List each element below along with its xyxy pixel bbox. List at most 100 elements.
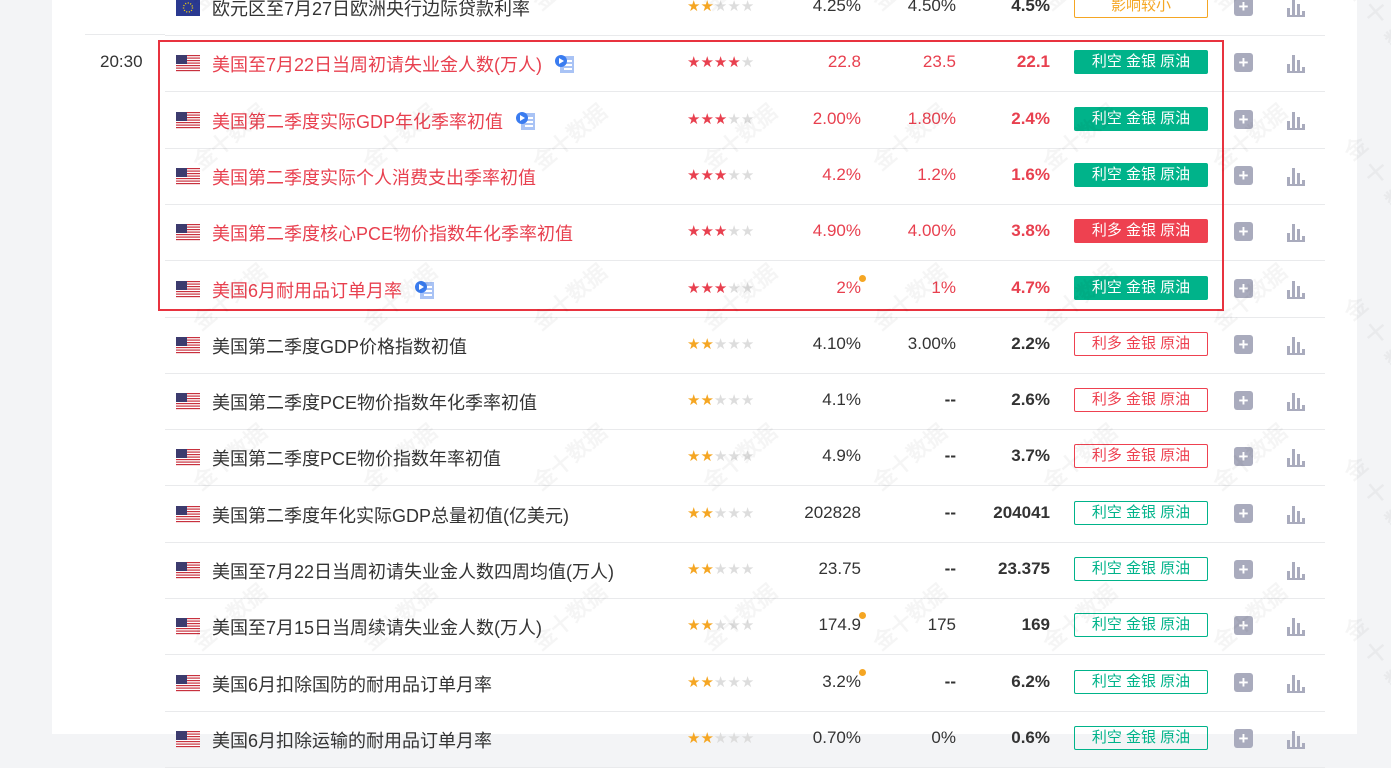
- event-row[interactable]: 美国第二季度年化实际GDP总量初值(亿美元) ★★★★★ 202828 -- 2…: [165, 486, 1325, 543]
- chart-icon[interactable]: [1287, 504, 1305, 524]
- event-name-text: 美国第二季度实际GDP年化季率初值: [212, 111, 504, 132]
- star-icon: ★: [740, 673, 755, 691]
- chart-icon[interactable]: [1287, 279, 1305, 299]
- forecast-value: 4.00%: [907, 221, 956, 241]
- event-row[interactable]: 美国第二季度GDP价格指数初值 ★★★★★ 4.10% 3.00% 2.2% 利…: [165, 317, 1325, 374]
- video-doc-icon[interactable]: [414, 280, 436, 300]
- event-row[interactable]: 美国6月扣除运输的耐用品订单月率 ★★★★★ 0.70% 0% 0.6% 利空 …: [165, 711, 1325, 768]
- event-name[interactable]: 美国第二季度GDP价格指数初值: [212, 333, 467, 359]
- star-icon: ★: [713, 504, 728, 522]
- event-name[interactable]: 美国第二季度核心PCE物价指数年化季率初值: [212, 220, 573, 246]
- chart-icon[interactable]: [1287, 166, 1305, 186]
- us-flag-icon: [176, 393, 200, 411]
- add-icon[interactable]: +: [1234, 560, 1253, 579]
- event-name[interactable]: 美国第二季度PCE物价指数年率初值: [212, 445, 501, 471]
- add-icon[interactable]: +: [1234, 672, 1253, 692]
- event-row[interactable]: 美国至7月22日当周初请失业金人数四周均值(万人) ★★★★★ 23.75 --…: [165, 542, 1325, 599]
- revision-dot: [859, 668, 866, 676]
- actual-value: 1.6%: [1011, 164, 1050, 184]
- forecast-value: 1%: [931, 277, 956, 297]
- importance-stars: ★★★★★: [687, 53, 754, 71]
- chart-icon[interactable]: [1287, 729, 1305, 749]
- actual-value: 204041: [993, 502, 1050, 522]
- star-icon: ★: [740, 223, 755, 241]
- star-icon: ★: [740, 448, 755, 466]
- event-name[interactable]: 美国至7月22日当周初请失业金人数四周均值(万人): [212, 558, 614, 584]
- chart-icon[interactable]: [1287, 673, 1305, 693]
- star-icon: ★: [713, 335, 728, 353]
- event-name-text: 美国至7月22日当周初请失业金人数(万人): [212, 55, 543, 76]
- star-icon: ★: [727, 617, 741, 635]
- star-icon: ★: [727, 448, 741, 466]
- video-doc-icon[interactable]: [515, 111, 537, 131]
- chart-icon[interactable]: [1287, 447, 1305, 468]
- chart-icon[interactable]: [1287, 222, 1305, 243]
- event-row[interactable]: 美国第二季度PCE物价指数年率初值 ★★★★★ 4.9% -- 3.7% 利多 …: [165, 429, 1325, 487]
- add-icon[interactable]: +: [1234, 222, 1253, 242]
- star-icon: ★: [687, 166, 701, 184]
- impact-badge: 利空 金银 原油: [1074, 557, 1208, 581]
- chart-icon[interactable]: [1287, 391, 1305, 412]
- actual-value: 2.4%: [1011, 108, 1050, 128]
- star-icon: ★: [727, 673, 741, 691]
- chart-icon[interactable]: [1287, 0, 1305, 17]
- event-name[interactable]: 美国至7月22日当周初请失业金人数(万人): [212, 51, 576, 77]
- event-row[interactable]: 美国至7月15日当周续请失业金人数(万人) ★★★★★ 174.9 175 16…: [165, 598, 1325, 656]
- add-icon[interactable]: +: [1234, 278, 1253, 298]
- event-name[interactable]: 美国第二季度实际GDP年化季率初值: [212, 108, 537, 134]
- event-name[interactable]: 美国6月耐用品订单月率: [212, 277, 436, 303]
- event-name[interactable]: 美国6月扣除国防的耐用品订单月率: [212, 671, 492, 697]
- event-row[interactable]: 美国第二季度实际GDP年化季率初值 ★★★★★ 2.00% 1.80% 2.4%…: [165, 92, 1325, 149]
- event-name-text: 美国6月扣除国防的耐用品订单月率: [212, 674, 493, 695]
- event-name[interactable]: 美国第二季度实际个人消费支出季率初值: [212, 164, 536, 190]
- star-icon: ★: [727, 561, 741, 578]
- star-icon: ★: [727, 223, 741, 241]
- star-icon: ★: [740, 504, 755, 522]
- importance-stars: ★★★★★: [687, 673, 754, 691]
- forecast-value: 4.50%: [907, 0, 956, 15]
- add-icon[interactable]: +: [1234, 447, 1253, 467]
- add-icon[interactable]: +: [1234, 165, 1253, 185]
- star-icon: ★: [687, 110, 701, 128]
- star-icon: ★: [740, 392, 755, 410]
- event-row[interactable]: 美国第二季度实际个人消费支出季率初值 ★★★★★ 4.2% 1.2% 1.6% …: [165, 148, 1325, 205]
- add-icon[interactable]: +: [1234, 391, 1253, 411]
- add-icon[interactable]: +: [1234, 728, 1253, 748]
- event-name[interactable]: 美国第二季度PCE物价指数年化季率初值: [212, 389, 537, 415]
- impact-badge: 利多 金银 原油: [1074, 219, 1208, 244]
- chart-icon[interactable]: [1287, 53, 1305, 74]
- video-doc-icon[interactable]: [554, 54, 576, 74]
- time-slot: 20:30: [100, 52, 143, 71]
- actual-value: 6.2%: [1011, 671, 1050, 691]
- event-row[interactable]: 欧元区至7月27日欧洲央行边际贷款利率 ★★★★★ 4.25% 4.50% 4.…: [165, 0, 1325, 36]
- star-icon: ★: [700, 673, 714, 691]
- event-name[interactable]: 美国第二季度年化实际GDP总量初值(亿美元): [212, 502, 569, 528]
- event-name[interactable]: 美国至7月15日当周续请失业金人数(万人): [212, 614, 542, 640]
- add-icon[interactable]: +: [1234, 53, 1253, 73]
- event-row[interactable]: 美国至7月22日当周初请失业金人数(万人) ★★★★★ 22.8 23.5 22…: [165, 35, 1325, 93]
- star-icon: ★: [687, 335, 701, 353]
- event-row[interactable]: 美国第二季度PCE物价指数年化季率初值 ★★★★★ 4.1% -- 2.6% 利…: [165, 373, 1325, 431]
- chart-icon[interactable]: [1287, 335, 1305, 355]
- event-row[interactable]: 美国6月耐用品订单月率 ★★★★★ 2% 1% 4.7% 利空 金银 原油 +: [165, 261, 1325, 318]
- us-flag-icon: [176, 55, 200, 73]
- us-flag-icon: [176, 730, 200, 749]
- us-flag-icon: [176, 280, 200, 298]
- chart-icon[interactable]: [1287, 560, 1305, 580]
- event-name-text: 美国第二季度PCE物价指数年率初值: [212, 449, 502, 470]
- chart-icon[interactable]: [1287, 110, 1305, 130]
- event-row[interactable]: 美国第二季度核心PCE物价指数年化季率初值 ★★★★★ 4.90% 4.00% …: [165, 204, 1325, 262]
- event-name[interactable]: 美国6月扣除运输的耐用品订单月率: [212, 727, 492, 753]
- add-icon[interactable]: +: [1234, 109, 1253, 129]
- chart-icon[interactable]: [1287, 616, 1305, 637]
- add-icon[interactable]: +: [1234, 616, 1253, 636]
- event-name[interactable]: 欧元区至7月27日欧洲央行边际贷款利率: [212, 0, 530, 21]
- previous-value: 23.75: [818, 559, 861, 578]
- add-icon[interactable]: +: [1234, 0, 1253, 16]
- add-icon[interactable]: +: [1234, 334, 1253, 354]
- previous-value: 4.25%: [812, 0, 861, 15]
- star-icon: ★: [740, 110, 755, 128]
- star-icon: ★: [740, 335, 755, 353]
- event-row[interactable]: 美国6月扣除国防的耐用品订单月率 ★★★★★ 3.2% -- 6.2% 利空 金…: [165, 655, 1325, 712]
- add-icon[interactable]: +: [1234, 503, 1253, 523]
